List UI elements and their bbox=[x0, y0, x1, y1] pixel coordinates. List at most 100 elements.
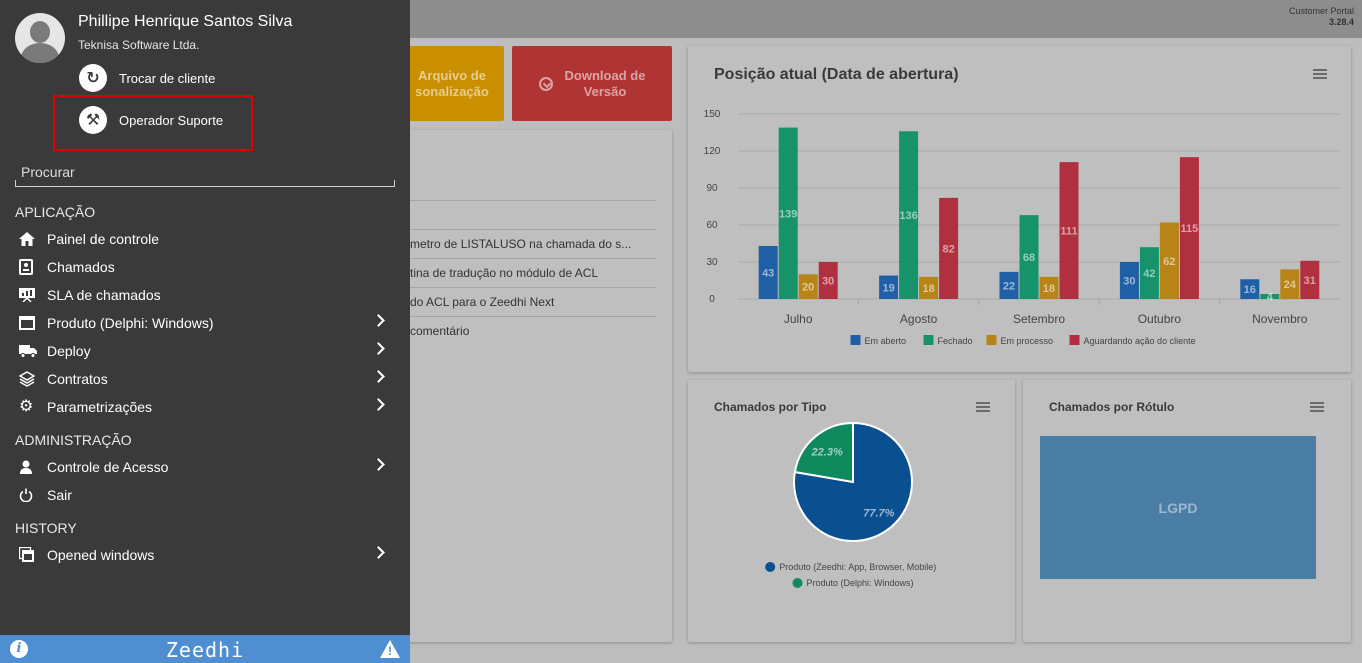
nav-item-deploy[interactable]: Deploy bbox=[15, 339, 395, 363]
data-label: 68 bbox=[1023, 252, 1035, 264]
nav-item-opened-windows[interactable]: Opened windows bbox=[15, 543, 395, 567]
bar-chart: 0 30 60 90 120 150 43 139 20 30 Julho 19 136 18 82 Agos… bbox=[704, 109, 1340, 346]
warning-icon[interactable]: ! bbox=[380, 640, 400, 658]
data-label: 31 bbox=[1304, 275, 1316, 287]
slice-label: 22.3% bbox=[811, 446, 843, 458]
data-label: 19 bbox=[882, 282, 894, 294]
search-field bbox=[15, 160, 395, 187]
list-item[interactable]: metro de LISTALUSO na chamada do s... bbox=[410, 237, 632, 251]
data-label: 62 bbox=[1163, 256, 1175, 268]
download-version-button[interactable]: Download de Versão bbox=[512, 46, 672, 121]
bar bbox=[1059, 162, 1079, 299]
chevron-right-icon bbox=[372, 342, 385, 355]
menu-icon[interactable] bbox=[976, 402, 990, 412]
y-tick-label: 90 bbox=[706, 183, 718, 194]
bar bbox=[879, 275, 899, 299]
nav-item-sla[interactable]: SLA de chamados bbox=[15, 283, 395, 307]
y-tick-label: 120 bbox=[704, 146, 721, 157]
list-item[interactable]: tina de tradução no módulo de ACL bbox=[410, 266, 599, 280]
user-company: Teknisa Software Ltda. bbox=[78, 38, 200, 52]
footer-bar: i Zeedhi ! bbox=[0, 635, 410, 663]
section-app: APLICAÇÃO bbox=[15, 204, 96, 220]
divider bbox=[340, 229, 656, 230]
legend-label: Em processo bbox=[1001, 336, 1054, 346]
bar bbox=[999, 271, 1019, 299]
chevron-right-icon bbox=[372, 546, 385, 559]
support-operator-button[interactable]: ⚒ Operador Suporte bbox=[79, 106, 223, 134]
pie-chart-card: Chamados por Tipo 77.7% 22.3% Produto (Zee… bbox=[688, 380, 1015, 642]
search-input[interactable] bbox=[21, 164, 381, 180]
legend-label: Em aberto bbox=[865, 336, 907, 346]
person-icon bbox=[19, 460, 43, 474]
legend-swatch bbox=[986, 335, 997, 345]
bar bbox=[1179, 157, 1199, 299]
divider bbox=[340, 200, 656, 201]
x-tick-label: Agosto bbox=[900, 312, 938, 326]
nav-item-dashboard[interactable]: Painel de controle bbox=[15, 227, 395, 251]
nav-item-tickets[interactable]: Chamados bbox=[15, 255, 395, 279]
data-label: 18 bbox=[1043, 283, 1055, 295]
chevron-right-icon bbox=[372, 314, 385, 327]
home-icon bbox=[19, 232, 43, 246]
power-icon bbox=[19, 488, 43, 502]
divider bbox=[340, 258, 656, 259]
chevron-right-icon bbox=[372, 398, 385, 411]
menu-icon[interactable] bbox=[1310, 402, 1324, 412]
menu-icon[interactable] bbox=[1313, 69, 1327, 79]
highlight-box bbox=[53, 95, 253, 151]
nav-item-contracts[interactable]: Contratos bbox=[15, 367, 395, 391]
data-label: 82 bbox=[942, 243, 954, 255]
user-name: Phillipe Henrique Santos Silva bbox=[78, 13, 293, 30]
bar-chart-title: Posição atual (Data de abertura) bbox=[714, 66, 959, 83]
data-label: 18 bbox=[922, 283, 934, 295]
window-icon bbox=[19, 316, 43, 330]
label-chart-card: Chamados por Rótulo LGPD bbox=[1023, 380, 1351, 642]
nav-label: Contratos bbox=[47, 371, 108, 387]
layers-icon bbox=[19, 371, 43, 387]
legend-swatch bbox=[923, 335, 934, 345]
bar bbox=[1240, 279, 1260, 299]
bar bbox=[818, 262, 838, 299]
info-icon[interactable]: i bbox=[10, 640, 28, 658]
chevron-right-icon bbox=[372, 458, 385, 471]
pie-slice bbox=[793, 421, 854, 484]
legend-label: Produto (Zeedhi: App, Browser, Mobile) bbox=[779, 562, 936, 572]
bar bbox=[1260, 294, 1280, 299]
data-label: 20 bbox=[802, 282, 814, 294]
legend-swatch bbox=[765, 562, 776, 572]
nav-item-access-control[interactable]: Controle de Acesso bbox=[15, 455, 395, 479]
data-label: 30 bbox=[1123, 276, 1135, 288]
nav-item-product[interactable]: Produto (Delphi: Windows) bbox=[15, 311, 395, 335]
bar bbox=[1119, 262, 1139, 299]
slice-label: 77.7% bbox=[863, 508, 894, 520]
bar bbox=[919, 276, 939, 299]
legend-swatch bbox=[850, 335, 861, 345]
switch-client-label: Trocar de cliente bbox=[119, 70, 216, 86]
data-label: 115 bbox=[1181, 223, 1199, 235]
list-item[interactable]: do ACL para o Zeedhi Next bbox=[410, 295, 555, 309]
avatar-head bbox=[30, 21, 50, 43]
tools-icon: ⚒ bbox=[79, 106, 107, 134]
nav-label: Painel de controle bbox=[47, 231, 160, 247]
y-tick-label: 30 bbox=[706, 257, 718, 268]
lgpd-tile[interactable]: LGPD bbox=[1040, 436, 1316, 579]
list-item[interactable]: comentário bbox=[410, 324, 470, 338]
section-history: HISTORY bbox=[15, 520, 77, 536]
switch-client-button[interactable]: ↻ Trocar de cliente bbox=[79, 64, 215, 92]
legend-label: Produto (Delphi: Windows) bbox=[807, 578, 914, 588]
nav-label: Controle de Acesso bbox=[47, 459, 169, 475]
legend-label: Fechado bbox=[938, 336, 973, 346]
nav-item-logout[interactable]: Sair bbox=[15, 483, 395, 507]
refresh-icon: ↻ bbox=[79, 64, 107, 92]
y-tick-label: 0 bbox=[709, 294, 715, 305]
windows-stack-icon bbox=[19, 547, 43, 563]
y-tick-label: 150 bbox=[704, 109, 721, 120]
bar bbox=[899, 131, 919, 299]
x-tick-label: Setembro bbox=[1013, 312, 1065, 326]
bar bbox=[1300, 260, 1320, 299]
portal-info: Customer Portal 3.28.4 bbox=[1289, 6, 1354, 28]
nav-item-parameters[interactable]: ⚙ Parametrizações bbox=[15, 395, 395, 419]
divider bbox=[340, 287, 656, 288]
x-tick-label: Julho bbox=[784, 312, 813, 326]
label-chart-title: Chamados por Rótulo bbox=[1049, 400, 1175, 414]
